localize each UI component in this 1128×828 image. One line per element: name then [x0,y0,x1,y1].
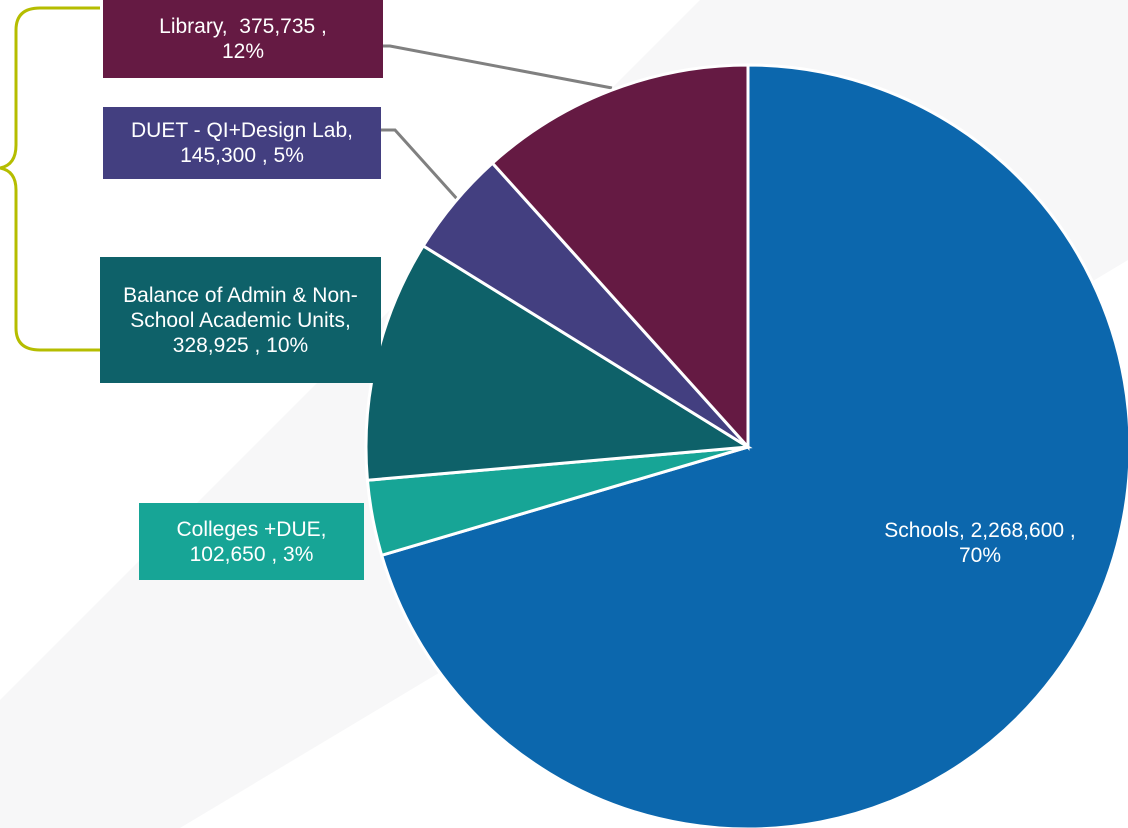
brace [0,6,100,352]
leader-line [381,128,460,202]
data-label: Schools, 2,268,600 , 70% [884,518,1082,567]
data-label: Balance of Admin & Non-School Academic U… [100,257,381,383]
slices [364,63,1128,828]
leader-line [383,44,613,90]
slice [379,63,1128,828]
data-label: Library, 375,735 , 12% [103,0,383,78]
slice [490,63,750,451]
data-label: DUET - QI+Design Lab, 145,300 , 5% [103,107,381,179]
data-label: Colleges +DUE, 102,650 , 3% [139,503,364,580]
